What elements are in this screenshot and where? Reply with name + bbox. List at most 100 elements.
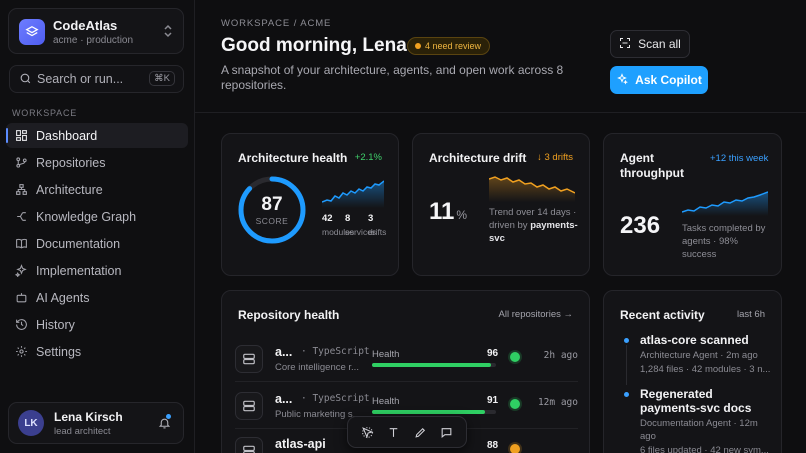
workspace-env: acme · production <box>53 35 134 46</box>
health-value: 91 <box>487 395 499 406</box>
sidebar-item-history[interactable]: History <box>6 312 188 337</box>
activity-dot <box>624 392 629 397</box>
sidebar-item-repositories[interactable]: Repositories <box>6 150 188 175</box>
search-input[interactable]: Search or run... ⌘K <box>9 65 184 93</box>
recent-activity-card: Recent activity last 6h atlas-core scann… <box>603 290 782 453</box>
user-profile[interactable]: LK Lena Kirsch lead architect <box>8 402 184 444</box>
health-score-label: SCORE <box>255 216 289 226</box>
git-branch-icon <box>14 156 28 170</box>
floating-toolbar <box>347 416 467 448</box>
scan-all-button[interactable]: Scan all <box>610 30 690 58</box>
throughput-description: Tasks completed by agents · 98% success <box>682 223 766 260</box>
select-icon[interactable] <box>356 421 378 443</box>
stat-drifts: 3 drifts <box>368 213 387 237</box>
card-title: Agent throughput <box>620 151 684 180</box>
comment-icon[interactable] <box>436 421 458 443</box>
activity-meta-cont: ago <box>640 431 656 442</box>
pen-icon[interactable] <box>409 421 431 443</box>
server-icon <box>235 437 263 453</box>
timeline-line <box>626 345 627 385</box>
workspace-name: CodeAtlas <box>53 18 118 33</box>
page-title: Good morning, Lena <box>221 35 407 56</box>
chevron-updown-icon <box>163 24 173 43</box>
health-bar-fill <box>372 410 485 414</box>
status-dot <box>510 399 520 409</box>
health-label: Health <box>372 349 400 360</box>
sitemap-icon <box>14 183 28 197</box>
history-icon <box>14 318 28 332</box>
architecture-drift-card[interactable]: Architecture drift ↓ 3 drifts 11% Trend … <box>412 133 590 276</box>
book-icon <box>14 237 28 251</box>
sparkle-icon <box>616 72 629 88</box>
agent-throughput-card[interactable]: Agent throughput +12 this week 236 Tasks… <box>603 133 782 276</box>
server-icon <box>235 392 263 420</box>
repo-language: · TypeScript <box>301 346 370 357</box>
health-delta: +2.1% <box>354 152 382 163</box>
text-icon[interactable] <box>383 421 405 443</box>
sidebar-nav: Dashboard Repositories Architecture Know… <box>6 123 188 366</box>
sparkle-icon <box>14 264 28 278</box>
nav-section-label: WORKSPACE <box>12 108 78 118</box>
health-score-arc <box>238 176 306 244</box>
scan-icon <box>619 37 631 52</box>
page-subtitle: A snapshot of your architecture, agents,… <box>221 63 564 92</box>
card-title: Repository health <box>238 308 340 322</box>
sidebar-item-label: Documentation <box>36 236 121 251</box>
activity-title: Regenerated payments-svc docs <box>640 387 752 415</box>
avatar: LK <box>18 410 44 436</box>
search-shortcut: ⌘K <box>149 71 175 86</box>
activity-detail: 6 files updated · 42 new sym... <box>640 445 769 453</box>
layers-icon <box>19 19 45 45</box>
health-sparkline <box>322 180 384 208</box>
sidebar-item-label: Knowledge Graph <box>36 209 137 224</box>
stat-services: 8 services <box>345 213 377 237</box>
sidebar-item-label: History <box>36 317 75 332</box>
activity-dot <box>624 338 629 343</box>
repo-description: Core intelligence r... <box>275 362 359 373</box>
health-score: 87 <box>261 194 283 215</box>
search-label: Search or run... <box>37 72 124 86</box>
bell-icon[interactable] <box>158 416 171 435</box>
search-icon <box>19 72 32 90</box>
sidebar-item-implementation[interactable]: Implementation <box>6 258 188 283</box>
throughput-delta: +12 this week <box>710 153 769 164</box>
bot-icon <box>14 291 28 305</box>
drift-description: Trend over 14 days · driven by payments-… <box>489 207 578 244</box>
sidebar-item-architecture[interactable]: Architecture <box>6 177 188 202</box>
status-dot <box>510 352 520 362</box>
card-title: Recent activity <box>620 308 705 322</box>
health-bar <box>372 363 496 367</box>
drift-value: 11% <box>429 198 468 225</box>
ask-copilot-button[interactable]: Ask Copilot <box>610 66 708 94</box>
sidebar-item-settings[interactable]: Settings <box>6 339 188 364</box>
activity-detail: 1,284 files · 42 modules · 3 n... <box>640 364 771 375</box>
sidebar-item-label: Dashboard <box>36 128 98 143</box>
activity-meta: Documentation Agent · 12m <box>640 418 758 429</box>
sidebar-item-label: AI Agents <box>36 290 90 305</box>
sidebar-item-label: Settings <box>36 344 82 359</box>
architecture-health-card[interactable]: Architecture health +2.1% 87 SCORE 42 mod… <box>221 133 399 276</box>
card-title: Architecture health <box>238 151 348 165</box>
sidebar-item-label: Architecture <box>36 182 103 197</box>
sidebar-item-documentation[interactable]: Documentation <box>6 231 188 256</box>
ask-copilot-label: Ask Copilot <box>635 73 702 87</box>
grid-icon <box>14 129 28 143</box>
sidebar-item-label: Repositories <box>36 155 106 170</box>
sidebar-item-ai-agents[interactable]: AI Agents <box>6 285 188 310</box>
workspace-switcher[interactable]: CodeAtlas acme · production <box>8 8 184 54</box>
sidebar-item-knowledge-graph[interactable]: Knowledge Graph <box>6 204 188 229</box>
sidebar-item-label: Implementation <box>36 263 122 278</box>
header-divider <box>195 112 806 113</box>
health-bar-fill <box>372 363 492 367</box>
repo-name: a... <box>275 345 293 359</box>
drift-delta: ↓ 3 drifts <box>537 152 573 163</box>
table-row[interactable]: a... · TypeScript Core intelligence r...… <box>235 343 578 383</box>
sidebar-item-dashboard[interactable]: Dashboard <box>6 123 188 148</box>
health-label: Health <box>372 396 400 407</box>
user-name: Lena Kirsch <box>54 410 123 424</box>
row-divider <box>235 381 578 382</box>
activity-title: atlas-core scanned <box>640 333 749 347</box>
all-repositories-link[interactable]: All repositories → <box>498 309 573 320</box>
review-badge[interactable]: 4 need review <box>407 37 491 55</box>
health-value: 96 <box>487 348 499 359</box>
